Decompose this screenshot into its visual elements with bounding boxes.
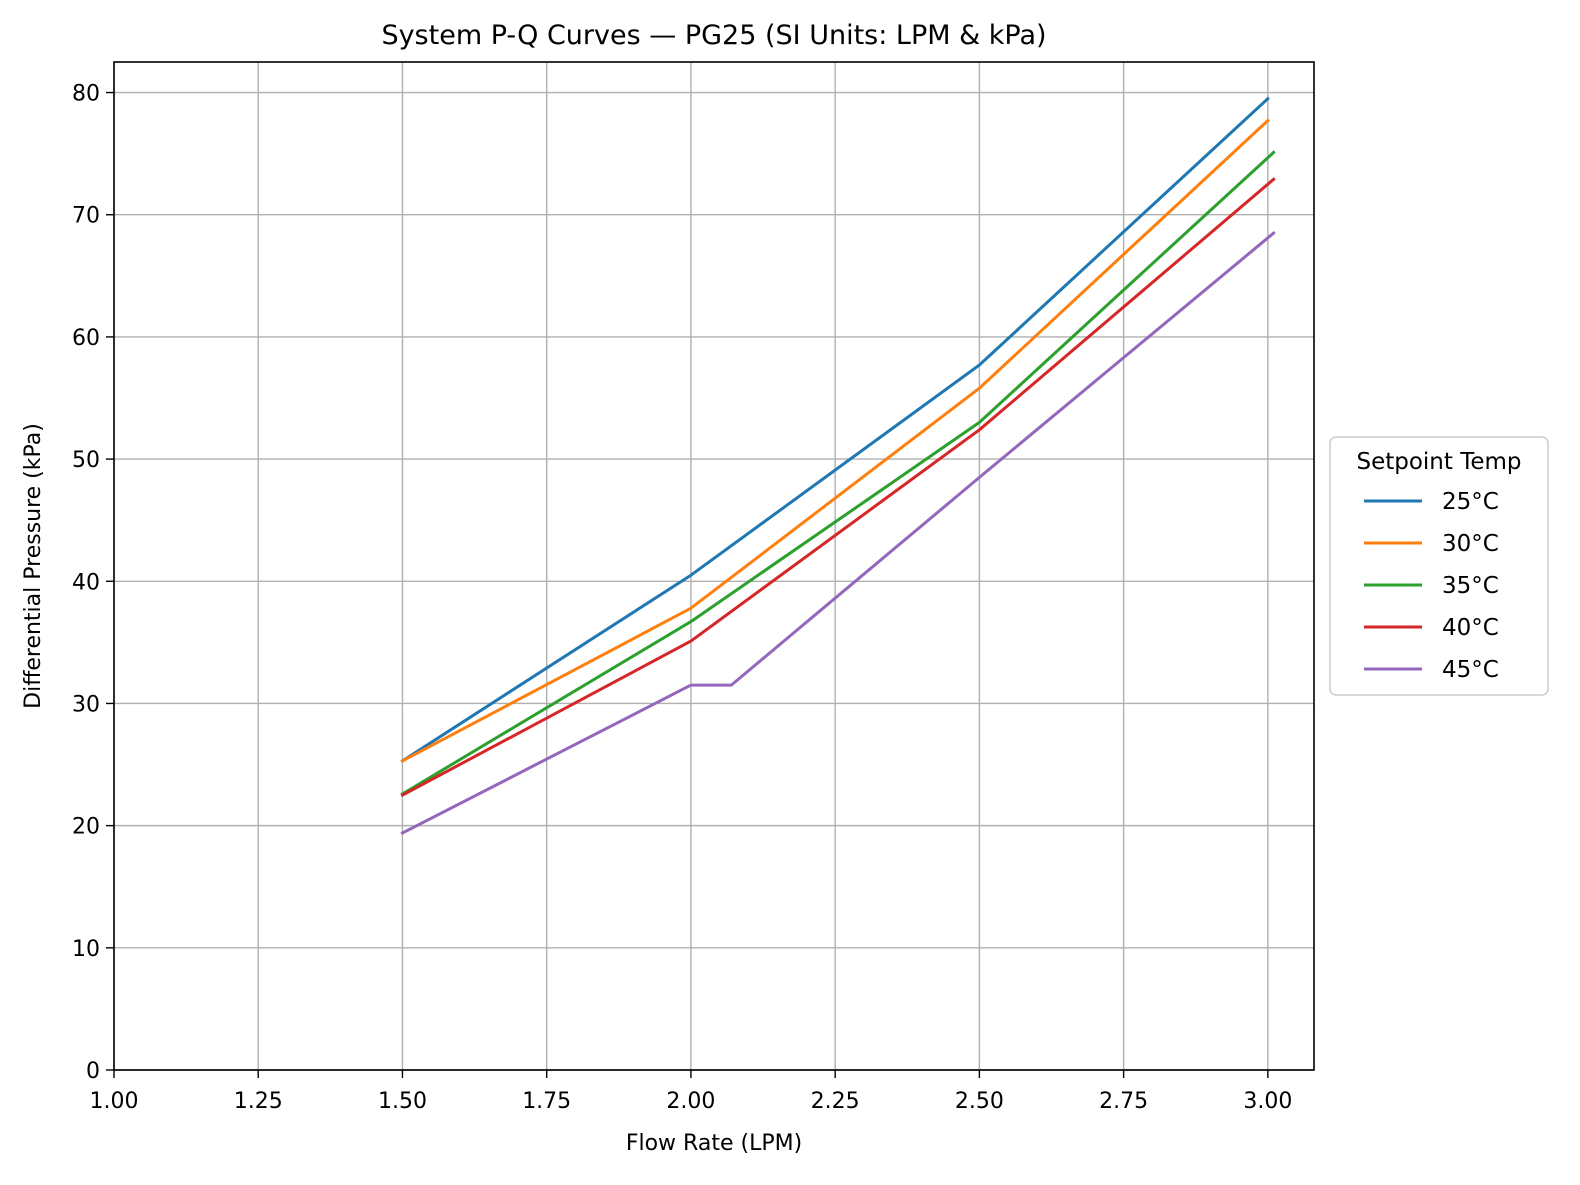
y-tick-label: 60 xyxy=(72,326,100,351)
x-tick-label: 2.25 xyxy=(811,1089,860,1114)
y-axis-title: Differential Pressure (kPa) xyxy=(21,423,46,709)
legend-box xyxy=(1329,436,1549,696)
x-tick-label: 2.75 xyxy=(1099,1089,1148,1114)
chart-title: System P-Q Curves — PG25 (SI Units: LPM … xyxy=(381,20,1046,51)
x-tick-label: 2.50 xyxy=(955,1089,1004,1114)
series-line-4 xyxy=(400,230,1276,836)
x-tick-label: 3.00 xyxy=(1243,1089,1292,1114)
x-axis-title: Flow Rate (LPM) xyxy=(626,1131,802,1156)
x-tick-label: 1.25 xyxy=(234,1089,283,1114)
x-tick-label: 2.00 xyxy=(666,1089,715,1114)
y-tick-label: 10 xyxy=(72,937,100,962)
y-tick-label: 20 xyxy=(72,815,100,840)
y-tick-label: 40 xyxy=(72,570,100,595)
legend-title: Setpoint Temp xyxy=(1356,449,1521,475)
y-tick-label: 50 xyxy=(72,448,100,473)
series-line-1 xyxy=(400,118,1270,763)
series-line-2 xyxy=(400,150,1276,796)
plot-frame xyxy=(113,61,1315,1071)
legend-label-0: 25°C xyxy=(1442,489,1499,515)
series-lines xyxy=(400,96,1276,836)
legend-label-4: 45°C xyxy=(1442,657,1499,683)
x-tick-label: 1.00 xyxy=(90,1089,139,1114)
x-tick-label: 1.75 xyxy=(522,1089,571,1114)
legend-label-3: 40°C xyxy=(1442,615,1499,641)
legend: Setpoint Temp 25°C 30°C 35°C 40°C 45°C xyxy=(1329,436,1549,696)
legend-label-2: 35°C xyxy=(1442,573,1499,599)
series-line-3 xyxy=(400,177,1276,798)
y-tick-label: 80 xyxy=(72,82,100,107)
x-tick-label: 1.50 xyxy=(378,1089,427,1114)
y-tick-label: 0 xyxy=(86,1059,100,1084)
y-tick-label: 70 xyxy=(72,204,100,229)
legend-items: 25°C 30°C 35°C 40°C 45°C xyxy=(1364,489,1499,683)
legend-label-1: 30°C xyxy=(1442,531,1499,557)
ticks: 1.00 1.25 1.50 1.75 2.00 2.25 2.50 2.75 3.00 0 10 2… xyxy=(72,82,1292,1114)
y-tick-label: 30 xyxy=(72,692,100,717)
series-line-0 xyxy=(400,96,1270,763)
